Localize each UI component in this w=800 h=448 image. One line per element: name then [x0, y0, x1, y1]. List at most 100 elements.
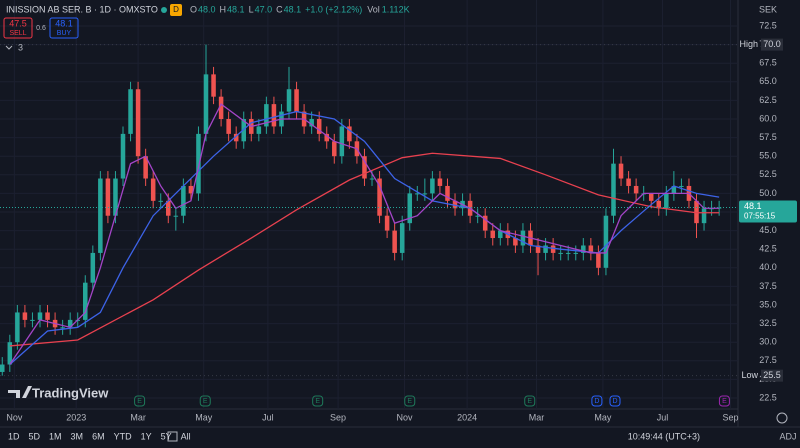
candle-body [679, 185, 684, 187]
candle-body [37, 312, 43, 320]
candle-body [158, 200, 163, 202]
candle-body [256, 126, 262, 134]
buy-price[interactable]: 48.1 [55, 18, 73, 28]
candle-body [520, 230, 526, 246]
x-tick-label: 2023 [66, 412, 86, 422]
settings-icon[interactable] [776, 412, 788, 424]
candle-body [113, 178, 118, 216]
range-button[interactable]: 1M [49, 431, 62, 441]
logo: TradingView [32, 385, 109, 400]
x-tick-label: Mar [529, 412, 545, 422]
candle-body [648, 193, 654, 201]
y-tick-label: 62.5 [759, 95, 777, 105]
event-label[interactable]: E [137, 398, 142, 405]
event-label[interactable]: E [527, 398, 532, 405]
x-tick-label: Jul [657, 412, 669, 422]
candle-body [656, 200, 662, 209]
range-button[interactable]: 5Y [161, 431, 172, 441]
range-button[interactable]: All [181, 431, 191, 441]
range-button[interactable]: 1D [8, 431, 20, 441]
status-dot [161, 7, 167, 13]
buy-label[interactable]: BUY [57, 30, 72, 37]
y-tick-label: 67.5 [759, 58, 777, 68]
candle-body [543, 245, 548, 253]
candle-body [264, 104, 269, 127]
event-marker[interactable] [312, 395, 324, 407]
range-button[interactable]: 6M [92, 431, 105, 441]
candle-body [369, 178, 375, 180]
candle-body [347, 126, 352, 142]
y-tick-label: 22.5 [759, 392, 777, 402]
candle-body [384, 215, 390, 231]
logo-icon [8, 386, 32, 398]
candle-body [452, 200, 458, 209]
y-tick-label: 50.0 [759, 188, 777, 198]
event-label[interactable]: E [407, 398, 412, 405]
collapse-count[interactable]: 3 [18, 42, 23, 52]
event-marker[interactable] [134, 395, 146, 407]
candle-body [596, 252, 601, 268]
ohlc-key: L [249, 4, 254, 14]
clock: 10:49:44 (UTC+3) [628, 431, 700, 441]
candle-body [445, 185, 450, 201]
candle-body [430, 178, 435, 194]
range-button[interactable]: YTD [114, 431, 133, 441]
range-button[interactable]: 5D [29, 431, 41, 441]
candle-body [339, 126, 345, 157]
event-label[interactable]: D [594, 398, 599, 405]
ohlc-value: 48.1 [284, 4, 302, 14]
event-marker[interactable] [591, 395, 603, 407]
event-marker[interactable] [524, 395, 536, 407]
event-marker[interactable] [404, 395, 416, 407]
candle-body [558, 252, 563, 254]
candle-body [105, 178, 111, 216]
ohlc-value: 48.1 [227, 4, 245, 14]
candle-body [143, 156, 148, 179]
candle-body [22, 312, 28, 320]
event-marker[interactable] [199, 395, 211, 407]
range-button[interactable]: 1Y [141, 431, 152, 441]
candle-body [664, 193, 669, 209]
candle-body [573, 252, 579, 254]
x-tick-label: Sep [330, 412, 346, 422]
y-tick-label: 37.5 [759, 281, 777, 291]
candle-body [611, 163, 616, 216]
candle-body [98, 178, 103, 253]
candle-body [513, 238, 518, 246]
y-tick-label: 40.0 [759, 262, 777, 272]
sell-price[interactable]: 47.5 [9, 18, 27, 28]
sell-button[interactable] [3, 17, 33, 39]
ohlc-key: O [190, 4, 197, 14]
candle-body [120, 133, 126, 179]
event-marker[interactable] [718, 395, 730, 407]
event-label[interactable]: E [315, 398, 320, 405]
event-label[interactable]: E [722, 398, 727, 405]
last-price-box [739, 200, 797, 223]
candle-body [437, 178, 443, 186]
ohlc-key: C [276, 4, 283, 14]
date-range-icon[interactable] [167, 431, 178, 442]
high-marker-value: 70.0 [763, 39, 781, 49]
candle-body [203, 74, 209, 134]
collapse-icon[interactable] [5, 45, 13, 50]
volume-value: 1.112K [382, 4, 410, 14]
event-marker[interactable] [609, 395, 621, 407]
candle-body [0, 364, 5, 372]
y-tick-label: 72.5 [759, 20, 777, 30]
event-label[interactable]: D [612, 398, 617, 405]
candle-body [45, 312, 50, 320]
y-tick-label: 57.5 [759, 132, 777, 142]
candle-body [618, 163, 624, 179]
candle-body [226, 119, 231, 134]
buy-button[interactable] [49, 17, 79, 39]
range-button[interactable]: 3M [71, 431, 84, 441]
event-label[interactable]: E [203, 398, 208, 405]
adj-toggle[interactable]: ADJ [779, 431, 796, 441]
candle-body [399, 223, 405, 253]
y-tick-label: 35.0 [759, 299, 777, 309]
currency[interactable]: SEK [759, 4, 777, 14]
moving-average [9, 110, 720, 366]
candle-body [550, 245, 556, 253]
sell-label[interactable]: SELL [9, 30, 26, 37]
candle-body [90, 252, 96, 283]
